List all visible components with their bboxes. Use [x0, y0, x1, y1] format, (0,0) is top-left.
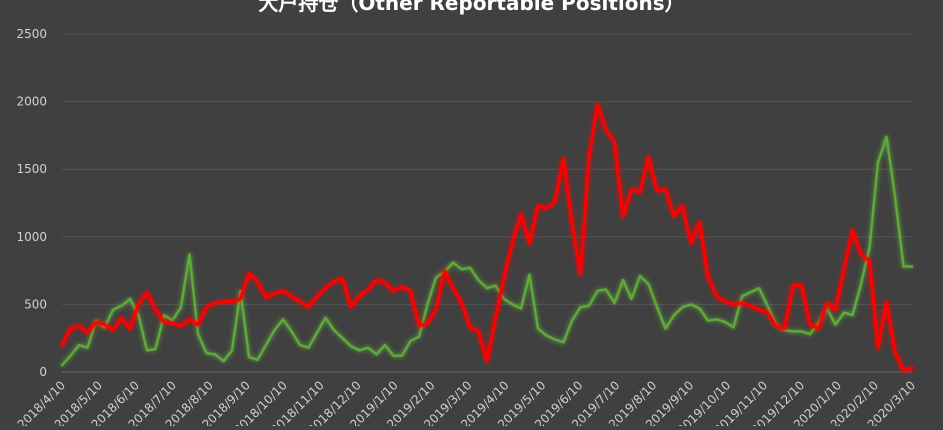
- series-line-1: [60, 135, 914, 367]
- y-tick-label: 0: [39, 365, 47, 379]
- y-tick-label: 1500: [16, 162, 47, 176]
- series-group: [60, 102, 914, 373]
- y-tick-label: 2500: [16, 27, 47, 41]
- x-axis: 2018/4/102018/5/102018/6/102018/7/102018…: [15, 378, 918, 430]
- y-tick-label: 500: [24, 297, 47, 311]
- y-tick-label: 2000: [16, 95, 47, 109]
- chart-title: 大户持仓（Other Reportable Positions）: [258, 0, 685, 15]
- series-line-2: [60, 102, 914, 373]
- y-axis: 0 500 1000 1500 2000 2500: [16, 27, 47, 379]
- y-tick-label: 1000: [16, 230, 47, 244]
- gridlines: [62, 33, 912, 373]
